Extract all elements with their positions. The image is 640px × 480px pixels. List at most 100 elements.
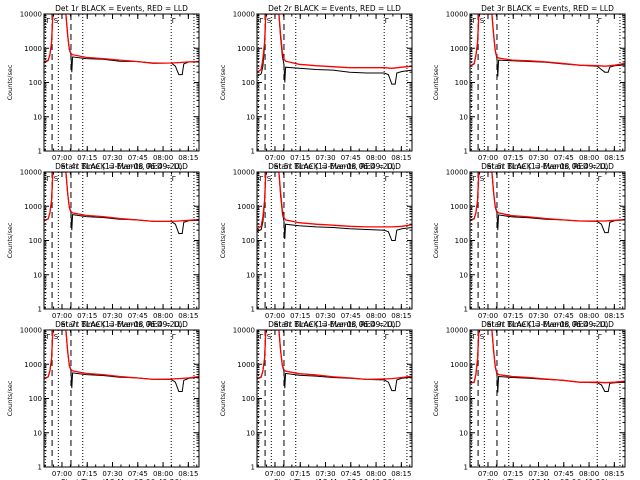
series-line-lld xyxy=(470,172,625,222)
x-tick-label: 07:45 xyxy=(128,470,148,478)
x-tick-label: 07:00 xyxy=(265,312,285,320)
series-line-lld xyxy=(44,330,199,381)
x-tick-label: 07:15 xyxy=(77,312,97,320)
annotation-label: S xyxy=(267,175,272,183)
y-tick-label: 10 xyxy=(246,113,255,121)
x-tick-label: 07:30 xyxy=(528,312,548,320)
annotation-label: S xyxy=(54,175,59,183)
y-axis-label: Counts/sec xyxy=(6,222,14,258)
series-line-lld xyxy=(470,14,625,67)
chart-title: Det 7r BLACK = Events, RED = LLD xyxy=(55,320,188,329)
y-tick-label: 100 xyxy=(455,395,468,403)
y-axis-label: Counts/sec xyxy=(6,64,14,100)
y-tick-label: 100 xyxy=(242,237,255,245)
x-tick-label: 08:15 xyxy=(391,312,411,320)
annotation-label: S xyxy=(54,333,59,341)
y-tick-label: 1 xyxy=(464,464,468,472)
annotation-label: S xyxy=(54,17,59,25)
y-tick-label: 1000 xyxy=(237,361,255,369)
y-tick-label: 1000 xyxy=(450,45,468,53)
annotation-label: Г xyxy=(472,17,476,25)
x-tick-label: 08:00 xyxy=(153,470,173,478)
chart-title: Det 6r BLACK = Events, RED = LLD xyxy=(481,162,614,171)
x-tick-label: 08:00 xyxy=(153,312,173,320)
y-tick-label: 10000 xyxy=(233,327,255,335)
series-line-lld xyxy=(257,330,412,381)
x-tick-label: 07:00 xyxy=(265,470,285,478)
y-tick-label: 10000 xyxy=(233,11,255,19)
y-axis-label: Counts/sec xyxy=(219,222,227,258)
x-tick-label: 07:00 xyxy=(52,154,72,162)
x-tick-label: 07:30 xyxy=(315,312,335,320)
y-axis-label: Counts/sec xyxy=(219,64,227,100)
x-tick-label: 07:15 xyxy=(503,312,523,320)
x-tick-label: 07:15 xyxy=(77,470,97,478)
y-tick-label: 1 xyxy=(38,148,42,156)
y-tick-label: 1000 xyxy=(24,361,42,369)
y-tick-label: 100 xyxy=(29,79,42,87)
x-axis-label: Start Time (13-Mar-08 06:49:20) xyxy=(61,162,183,171)
x-tick-label: 08:00 xyxy=(153,154,173,162)
x-tick-label: 07:30 xyxy=(528,154,548,162)
y-tick-label: 10000 xyxy=(20,169,42,177)
chart-title: Det 4r BLACK = Events, RED = LLD xyxy=(55,162,188,171)
chart-title: Det 1r BLACK = Events, RED = LLD xyxy=(55,4,188,13)
annotation-label: Г xyxy=(259,175,263,183)
annotation-label: Г xyxy=(46,175,50,183)
x-tick-label: 07:30 xyxy=(102,312,122,320)
y-tick-label: 10000 xyxy=(446,11,468,19)
annotation-label: S xyxy=(267,333,272,341)
x-tick-label: 07:45 xyxy=(554,312,574,320)
x-tick-label: 08:00 xyxy=(579,470,599,478)
y-tick-label: 10000 xyxy=(20,327,42,335)
x-tick-label: 07:45 xyxy=(554,470,574,478)
annotation-label: Г xyxy=(385,17,389,25)
x-tick-label: 07:30 xyxy=(102,470,122,478)
x-axis-label: Start Time (13-Mar-08 06:49:20) xyxy=(487,478,609,480)
x-tick-label: 08:15 xyxy=(604,154,624,162)
y-tick-label: 10 xyxy=(459,429,468,437)
x-tick-label: 07:30 xyxy=(315,154,335,162)
x-tick-label: 07:45 xyxy=(341,470,361,478)
x-tick-label: 07:00 xyxy=(265,154,285,162)
x-tick-label: 07:30 xyxy=(102,154,122,162)
x-tick-label: 07:30 xyxy=(315,470,335,478)
x-axis-label: Start Time (13-Mar-08 06:49:20) xyxy=(61,320,183,329)
annotation-label: Г xyxy=(172,175,176,183)
x-tick-label: 08:15 xyxy=(178,154,198,162)
y-axis-label: Counts/sec xyxy=(432,222,440,258)
x-tick-label: 07:15 xyxy=(290,470,310,478)
annotation-label: Г xyxy=(598,175,602,183)
x-tick-label: 07:45 xyxy=(341,312,361,320)
x-tick-label: 08:00 xyxy=(579,312,599,320)
series-line-lld xyxy=(44,172,199,223)
y-tick-label: 1000 xyxy=(450,203,468,211)
y-tick-label: 1000 xyxy=(450,361,468,369)
x-tick-label: 08:15 xyxy=(178,312,198,320)
x-tick-label: 08:15 xyxy=(604,312,624,320)
series-line-lld xyxy=(44,14,199,65)
y-tick-label: 10 xyxy=(459,113,468,121)
x-axis-label: Start Time (13-Mar-08 06:49:20) xyxy=(487,162,609,171)
y-tick-label: 1 xyxy=(251,306,255,314)
annotation-label: Г xyxy=(472,175,476,183)
y-tick-label: 1000 xyxy=(237,203,255,211)
y-axis-label: Counts/sec xyxy=(219,380,227,416)
annotation-label: Г xyxy=(385,333,389,341)
x-axis-label: Start Time (13-Mar-08 06:49:20) xyxy=(274,478,396,480)
x-tick-label: 08:00 xyxy=(366,312,386,320)
y-tick-label: 100 xyxy=(242,395,255,403)
x-tick-label: 08:15 xyxy=(604,470,624,478)
series-line-lld xyxy=(470,330,625,384)
y-tick-label: 1000 xyxy=(24,45,42,53)
x-axis-label: Start Time (13-Mar-08 06:49:20) xyxy=(487,320,609,329)
annotation-label: S xyxy=(480,17,485,25)
y-tick-label: 1 xyxy=(251,464,255,472)
x-tick-label: 07:00 xyxy=(52,312,72,320)
